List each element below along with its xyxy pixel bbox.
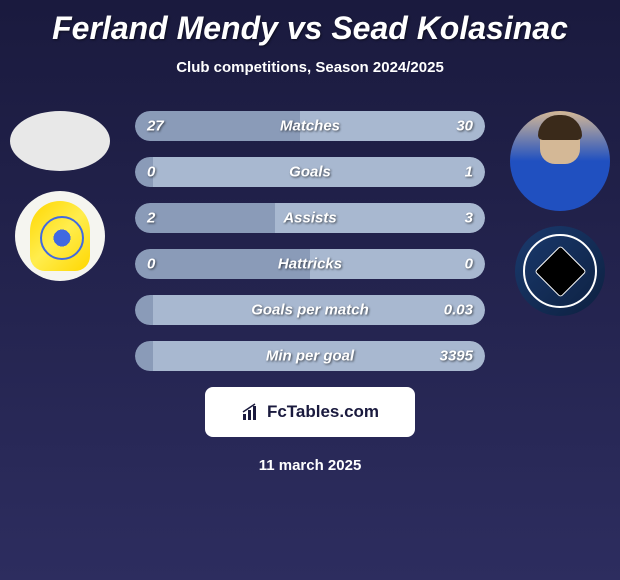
stat-value-left: 2 xyxy=(147,210,155,227)
date-text: 11 march 2025 xyxy=(0,457,620,474)
player-right-avatar xyxy=(510,111,610,211)
stat-value-right: 3395 xyxy=(440,348,473,365)
club-badge-right xyxy=(515,226,605,316)
stat-label: Min per goal xyxy=(266,348,354,365)
stat-value-left: 0 xyxy=(147,256,155,273)
stat-row: Goals per match 0.03 xyxy=(135,295,485,325)
stat-value-right: 1 xyxy=(465,164,473,181)
stat-label: Goals per match xyxy=(251,302,369,319)
player-right-column xyxy=(510,111,610,316)
stat-row: 27 Matches 30 xyxy=(135,111,485,141)
brand-badge: FcTables.com xyxy=(205,387,415,437)
stat-bar-left xyxy=(135,203,275,233)
stat-bar-left xyxy=(135,341,153,371)
brand-text: FcTables.com xyxy=(267,402,379,422)
stat-bar-left xyxy=(135,295,153,325)
stat-row: 0 Goals 1 xyxy=(135,157,485,187)
stats-container: 27Matches300Goals12Assists30Hattricks0Go… xyxy=(135,111,485,371)
stat-label: Assists xyxy=(283,210,336,227)
comparison-content: 27Matches300Goals12Assists30Hattricks0Go… xyxy=(0,111,620,474)
chart-icon xyxy=(241,402,261,422)
club-badge-left xyxy=(15,191,105,281)
stat-value-left: 0 xyxy=(147,164,155,181)
stat-row: 0 Hattricks 0 xyxy=(135,249,485,279)
stat-value-right: 3 xyxy=(465,210,473,227)
page-title: Ferland Mendy vs Sead Kolasinac xyxy=(0,0,620,47)
stat-value-right: 0 xyxy=(465,256,473,273)
player-left-column xyxy=(10,111,110,281)
stat-label: Hattricks xyxy=(278,256,342,273)
player-left-avatar xyxy=(10,111,110,171)
stat-row: 2 Assists 3 xyxy=(135,203,485,233)
stat-value-left: 27 xyxy=(147,118,164,135)
stat-label: Matches xyxy=(280,118,340,135)
stat-label: Goals xyxy=(289,164,331,181)
stat-value-right: 0.03 xyxy=(444,302,473,319)
stat-row: Min per goal 3395 xyxy=(135,341,485,371)
subtitle: Club competitions, Season 2024/2025 xyxy=(0,59,620,76)
stat-value-right: 30 xyxy=(456,118,473,135)
